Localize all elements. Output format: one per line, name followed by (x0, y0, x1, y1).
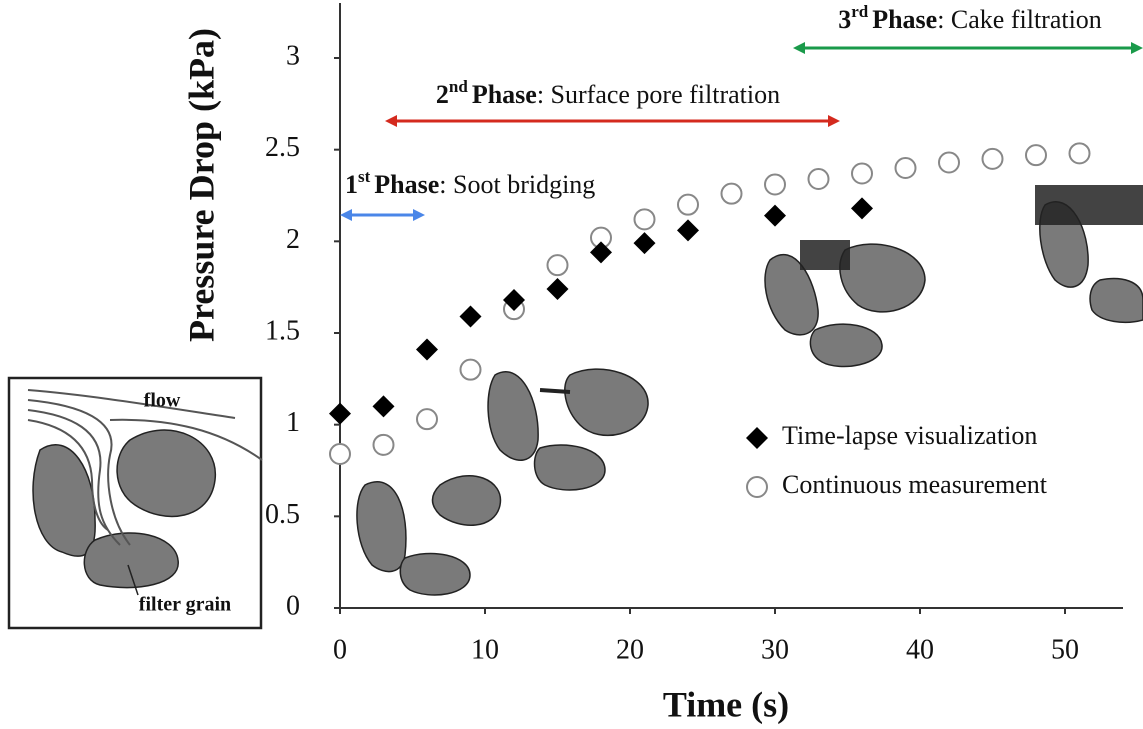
x-tick-label: 40 (906, 634, 934, 665)
data-point (1025, 144, 1047, 167)
y-tick-label: 2.5 (265, 132, 300, 163)
data-point (459, 358, 482, 381)
y-tick-label: 1 (286, 407, 300, 438)
grain-illustrations (356, 185, 1143, 596)
phase-suffix: rd (851, 2, 869, 21)
data-point (677, 219, 699, 242)
phase-number: 3 (838, 5, 851, 34)
flow-lines (27, 389, 263, 546)
data-point (807, 168, 830, 190)
x-tick-label: 0 (333, 634, 347, 665)
data-point (633, 208, 656, 231)
data-point (372, 395, 395, 418)
y-tick-label: 2 (286, 224, 300, 255)
data-point (372, 433, 395, 456)
legend-marker (746, 427, 768, 449)
phase-text: : Soot bridging (439, 170, 595, 199)
phase-label: 1st Phase: Soot bridging (345, 167, 595, 199)
data-point (851, 162, 873, 185)
phase-number: 1 (345, 170, 358, 199)
phase-word: Phase (472, 80, 537, 109)
phase-annotation: 2nd Phase: Surface pore filtration (385, 77, 840, 127)
phase-suffix: nd (449, 77, 468, 96)
phase-text: : Cake filtration (937, 5, 1102, 34)
phase-label: 3rd Phase: Cake filtration (838, 2, 1102, 34)
data-point (981, 147, 1004, 170)
x-tick-label: 20 (616, 634, 644, 665)
data-point (416, 408, 438, 431)
data-point (633, 232, 656, 255)
inset-label: flow (144, 390, 181, 412)
phase-label: 2nd Phase: Surface pore filtration (436, 77, 780, 109)
phase-annotation: 3rd Phase: Cake filtration (793, 2, 1143, 54)
data-point (329, 402, 351, 425)
data-point (503, 289, 525, 311)
grain (116, 429, 216, 518)
inset-diagram: flow filter grain (7, 376, 263, 630)
phase-annotation: 1st Phase: Soot bridging (340, 167, 595, 221)
x-axis-label: Time (s) (663, 684, 789, 724)
data-point (329, 443, 351, 465)
data-point (677, 193, 699, 216)
data-point (590, 241, 612, 264)
data-point (546, 254, 569, 277)
data-point (459, 305, 482, 328)
y-tick-label: 0.5 (265, 499, 300, 530)
legend-label: Time-lapse visualization (782, 421, 1037, 450)
data-point (764, 173, 786, 196)
x-tick-label: 10 (471, 634, 499, 665)
data-point (894, 157, 917, 179)
x-tick-label: 50 (1051, 634, 1079, 665)
inset-label: filter grain (139, 594, 231, 616)
data-point (546, 278, 569, 300)
data-point (764, 204, 786, 227)
data-point (416, 338, 438, 361)
y-axis-label: Pressure Drop (kPa) (181, 28, 221, 342)
y-tick-label: 1.5 (265, 315, 300, 346)
phase-word: Phase (374, 170, 439, 199)
y-tick-label: 0 (286, 590, 300, 621)
phase-number: 2 (436, 80, 449, 109)
phase-suffix: st (358, 167, 371, 186)
data-point (1068, 142, 1091, 165)
x-tick-label: 30 (761, 634, 789, 665)
legend-label: Continuous measurement (782, 470, 1048, 499)
data-point (720, 182, 743, 205)
grain (83, 532, 179, 589)
data-point (938, 151, 960, 174)
y-tick-label: 3 (286, 40, 300, 71)
legend-marker (746, 476, 768, 498)
pointer-line (127, 564, 139, 596)
data-point (851, 197, 873, 220)
phase-word: Phase (872, 5, 937, 34)
phase-text: : Surface pore filtration (537, 80, 780, 109)
